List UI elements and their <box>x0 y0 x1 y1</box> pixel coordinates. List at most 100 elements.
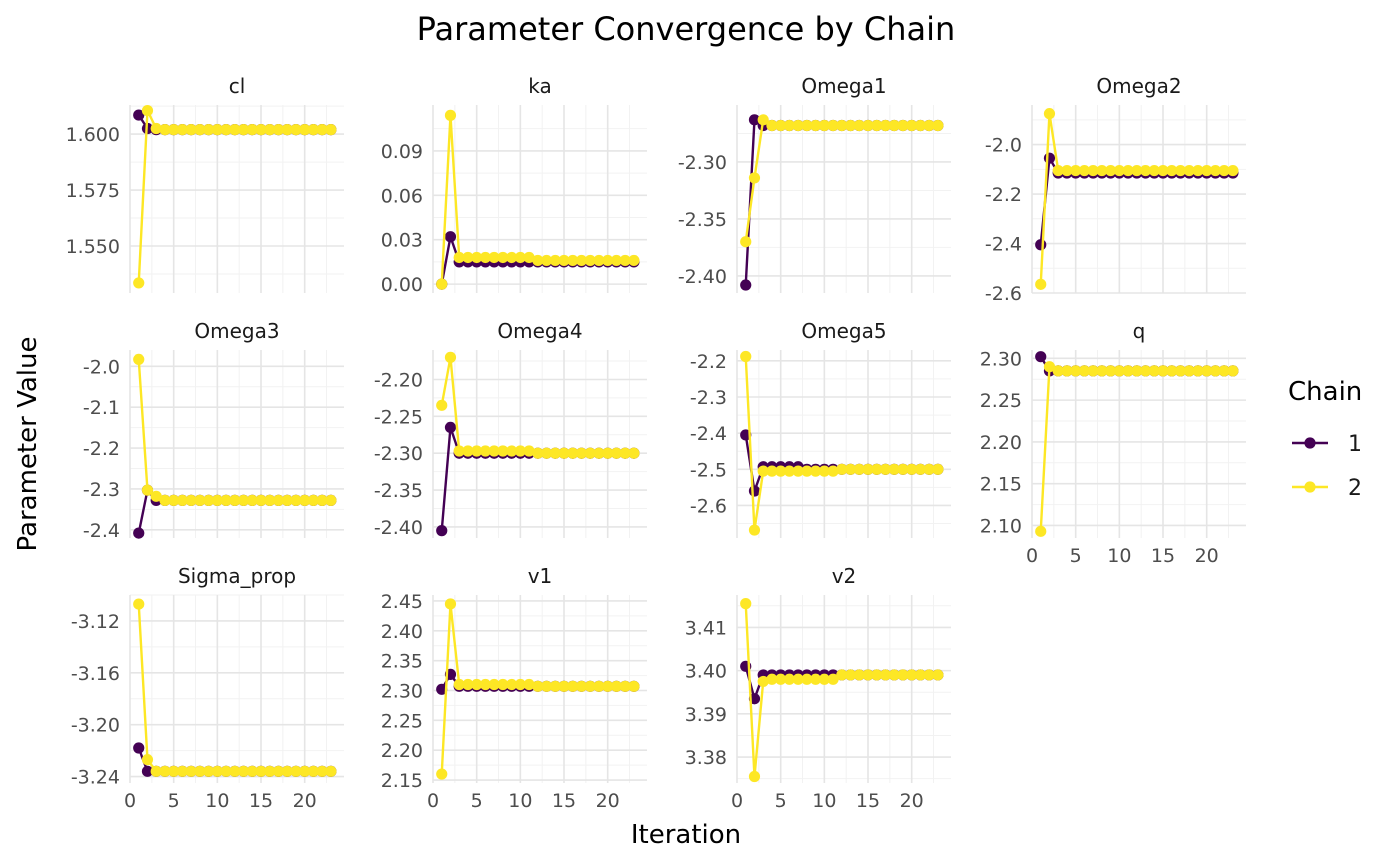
x-tick-label: 0 <box>124 790 136 812</box>
data-point <box>185 765 197 777</box>
series-chain-2 <box>740 350 944 536</box>
data-point <box>1131 164 1143 177</box>
data-point <box>740 236 752 248</box>
data-point <box>264 765 276 777</box>
data-point <box>1192 164 1204 177</box>
data-point <box>862 669 874 681</box>
x-tick-label: 10 <box>205 790 229 812</box>
panel-cl: cl 1.550 1.575 1.600 <box>66 74 344 293</box>
data-point <box>246 494 258 506</box>
data-point <box>532 447 544 459</box>
y-tick-label: 3.41 <box>685 617 727 639</box>
data-point <box>836 463 848 475</box>
series-line <box>440 356 634 455</box>
data-point <box>255 124 267 136</box>
data-point <box>906 119 918 132</box>
data-point <box>1043 152 1056 164</box>
data-point <box>1227 164 1239 177</box>
data-point <box>748 172 761 184</box>
data-point <box>897 463 909 475</box>
data-point <box>740 279 752 291</box>
data-point <box>462 445 474 457</box>
data-point <box>444 598 457 610</box>
data-point <box>316 494 328 506</box>
data-point <box>168 494 180 506</box>
data-point <box>1070 164 1082 177</box>
data-point <box>1035 351 1047 363</box>
data-point <box>748 524 761 536</box>
series-chain-2 <box>1035 361 1239 537</box>
y-tick-label: -2.6 <box>985 283 1022 305</box>
data-point <box>628 447 640 459</box>
y-tick-label: 2.40 <box>381 621 423 643</box>
data-point <box>602 680 614 692</box>
data-point <box>436 278 448 290</box>
data-point <box>514 678 526 691</box>
panel-q: q 2.10 2.15 2.20 2.25 2.30 0 5 10 15 20 <box>980 319 1246 567</box>
y-tick-label: -2.20 <box>374 369 423 391</box>
data-point <box>281 124 293 136</box>
x-axis-title: Iteration <box>631 820 741 850</box>
data-point <box>740 350 752 363</box>
data-point <box>497 678 509 691</box>
data-point <box>914 119 927 132</box>
data-point <box>628 680 640 692</box>
data-point <box>453 445 465 457</box>
data-point <box>237 765 250 777</box>
x-tick-label: 5 <box>1070 545 1082 567</box>
y-tick-label: -2.2 <box>985 184 1022 206</box>
data-point <box>1209 164 1222 177</box>
data-point <box>879 119 892 132</box>
data-point <box>1061 365 1073 377</box>
data-point <box>444 351 457 363</box>
y-tick-label: -3.24 <box>71 767 120 789</box>
x-tick-label: 20 <box>293 790 317 812</box>
data-point <box>211 494 223 506</box>
data-point <box>619 254 631 267</box>
data-point <box>436 683 448 695</box>
data-point <box>514 251 526 264</box>
x-tick-label: 15 <box>552 790 576 812</box>
x-tick-label: 20 <box>1195 545 1219 567</box>
data-point <box>1061 164 1073 177</box>
data-point <box>488 445 500 457</box>
data-point <box>810 673 822 685</box>
data-point <box>540 254 553 267</box>
y-tick-label: 2.10 <box>980 515 1022 537</box>
x-tick-label: 0 <box>1026 545 1038 567</box>
data-point <box>436 399 448 411</box>
data-point <box>133 742 145 754</box>
data-point <box>610 447 623 459</box>
y-tick-label: -2.2 <box>83 438 120 460</box>
data-point <box>810 465 822 477</box>
y-axis-title: Parameter Value <box>13 337 43 552</box>
data-point <box>532 254 544 267</box>
data-point <box>150 490 162 502</box>
data-point <box>325 124 337 136</box>
series-line <box>744 118 938 242</box>
data-point <box>290 765 302 777</box>
data-point <box>1096 164 1108 177</box>
data-point <box>879 669 892 681</box>
y-tick-label: 2.25 <box>980 390 1022 412</box>
data-point <box>540 447 553 459</box>
panel-ka: ka 0.00 0.03 0.06 0.09 <box>381 74 647 296</box>
data-point <box>740 598 752 610</box>
legend-key-point <box>1304 481 1316 493</box>
y-tick-label: -2.5 <box>690 459 727 481</box>
data-point <box>133 109 145 121</box>
data-point <box>584 254 596 267</box>
data-point <box>488 251 500 264</box>
data-point <box>1218 365 1230 377</box>
data-point <box>575 680 588 692</box>
data-point <box>453 251 465 264</box>
data-point <box>558 447 570 459</box>
panel-title: Omega3 <box>194 319 279 343</box>
data-point <box>246 765 258 777</box>
data-point <box>299 765 311 777</box>
data-point <box>203 124 215 136</box>
data-point <box>141 484 154 496</box>
data-point <box>444 421 457 434</box>
data-point <box>1096 365 1108 377</box>
y-tick-label: 3.39 <box>685 704 727 726</box>
